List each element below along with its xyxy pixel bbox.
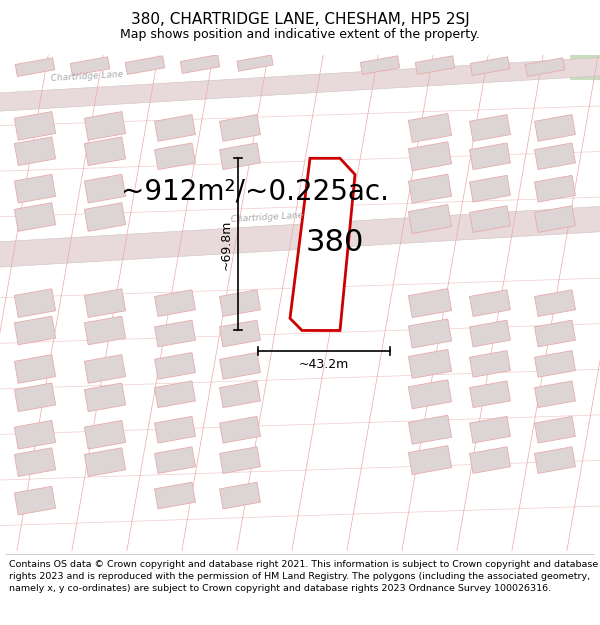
Polygon shape bbox=[570, 55, 600, 81]
Text: Map shows position and indicative extent of the property.: Map shows position and indicative extent… bbox=[120, 28, 480, 41]
Polygon shape bbox=[85, 202, 125, 231]
Polygon shape bbox=[155, 352, 196, 379]
Polygon shape bbox=[360, 56, 400, 74]
Polygon shape bbox=[535, 381, 575, 408]
Polygon shape bbox=[85, 174, 125, 203]
Polygon shape bbox=[220, 320, 260, 347]
Polygon shape bbox=[535, 114, 575, 141]
Polygon shape bbox=[85, 289, 125, 318]
Polygon shape bbox=[70, 57, 110, 76]
Polygon shape bbox=[535, 416, 575, 443]
Polygon shape bbox=[220, 352, 260, 379]
Polygon shape bbox=[409, 349, 452, 378]
Polygon shape bbox=[535, 206, 575, 232]
Polygon shape bbox=[220, 447, 260, 473]
Polygon shape bbox=[470, 176, 511, 202]
Polygon shape bbox=[155, 416, 196, 443]
Polygon shape bbox=[85, 316, 125, 345]
Polygon shape bbox=[15, 58, 55, 76]
Text: ~912m²/~0.225ac.: ~912m²/~0.225ac. bbox=[121, 177, 389, 206]
Polygon shape bbox=[14, 354, 56, 383]
Polygon shape bbox=[220, 381, 260, 408]
Polygon shape bbox=[14, 137, 56, 166]
Polygon shape bbox=[14, 421, 56, 449]
Polygon shape bbox=[409, 446, 452, 474]
Polygon shape bbox=[85, 112, 125, 140]
Polygon shape bbox=[409, 142, 452, 171]
Polygon shape bbox=[470, 114, 511, 141]
Polygon shape bbox=[0, 206, 600, 268]
Polygon shape bbox=[470, 206, 511, 232]
Polygon shape bbox=[409, 289, 452, 318]
Polygon shape bbox=[14, 112, 56, 140]
Polygon shape bbox=[85, 137, 125, 166]
Polygon shape bbox=[220, 114, 260, 141]
Polygon shape bbox=[535, 143, 575, 169]
Text: 380, CHARTRIDGE LANE, CHESHAM, HP5 2SJ: 380, CHARTRIDGE LANE, CHESHAM, HP5 2SJ bbox=[131, 12, 469, 27]
Polygon shape bbox=[14, 383, 56, 412]
Polygon shape bbox=[220, 482, 260, 509]
Polygon shape bbox=[14, 202, 56, 231]
Polygon shape bbox=[125, 56, 165, 74]
Polygon shape bbox=[155, 320, 196, 347]
Polygon shape bbox=[220, 290, 260, 316]
Polygon shape bbox=[237, 55, 273, 71]
Polygon shape bbox=[409, 204, 452, 234]
Polygon shape bbox=[155, 290, 196, 316]
Polygon shape bbox=[0, 57, 600, 112]
Polygon shape bbox=[220, 416, 260, 443]
Polygon shape bbox=[409, 380, 452, 409]
Polygon shape bbox=[290, 158, 355, 331]
Polygon shape bbox=[155, 447, 196, 473]
Polygon shape bbox=[409, 319, 452, 348]
Polygon shape bbox=[535, 320, 575, 347]
Polygon shape bbox=[220, 143, 260, 169]
Polygon shape bbox=[535, 176, 575, 202]
Polygon shape bbox=[14, 486, 56, 515]
Polygon shape bbox=[85, 448, 125, 476]
Text: Chartridge Lane: Chartridge Lane bbox=[230, 211, 303, 224]
Polygon shape bbox=[85, 421, 125, 449]
Polygon shape bbox=[470, 143, 511, 169]
Polygon shape bbox=[14, 448, 56, 476]
Polygon shape bbox=[470, 290, 511, 316]
Polygon shape bbox=[409, 113, 452, 142]
Polygon shape bbox=[155, 482, 196, 509]
Polygon shape bbox=[470, 416, 511, 443]
Polygon shape bbox=[14, 316, 56, 345]
Polygon shape bbox=[470, 57, 510, 76]
Polygon shape bbox=[180, 55, 220, 74]
Polygon shape bbox=[409, 174, 452, 203]
Polygon shape bbox=[155, 381, 196, 408]
Polygon shape bbox=[409, 415, 452, 444]
Text: ~69.8m: ~69.8m bbox=[220, 219, 233, 269]
Polygon shape bbox=[415, 56, 455, 74]
Text: 380: 380 bbox=[306, 228, 364, 257]
Polygon shape bbox=[85, 354, 125, 383]
Polygon shape bbox=[470, 351, 511, 378]
Polygon shape bbox=[470, 320, 511, 347]
Text: Chartridge Lane: Chartridge Lane bbox=[50, 69, 123, 83]
Polygon shape bbox=[525, 58, 565, 76]
Polygon shape bbox=[155, 143, 196, 169]
Polygon shape bbox=[470, 447, 511, 473]
Polygon shape bbox=[155, 114, 196, 141]
Polygon shape bbox=[470, 381, 511, 408]
Polygon shape bbox=[14, 289, 56, 318]
Text: ~43.2m: ~43.2m bbox=[299, 358, 349, 371]
Polygon shape bbox=[535, 290, 575, 316]
Polygon shape bbox=[535, 447, 575, 473]
Text: Contains OS data © Crown copyright and database right 2021. This information is : Contains OS data © Crown copyright and d… bbox=[9, 560, 598, 592]
Polygon shape bbox=[85, 383, 125, 412]
Polygon shape bbox=[14, 174, 56, 203]
Polygon shape bbox=[535, 351, 575, 378]
